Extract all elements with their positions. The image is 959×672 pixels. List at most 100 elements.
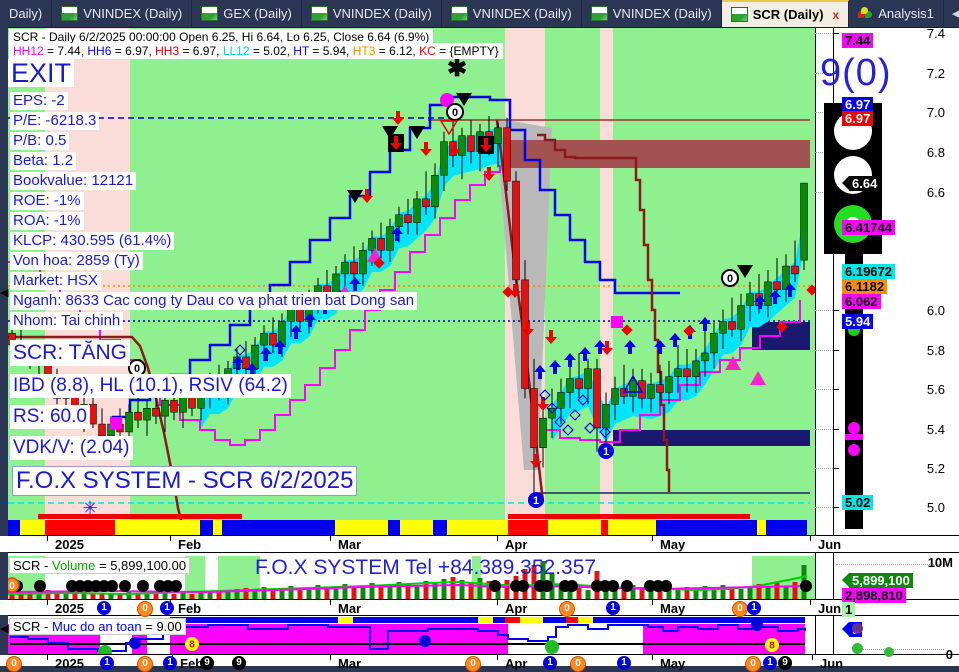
volume-bar: [405, 584, 411, 599]
info-row: ROE: -1%: [10, 192, 84, 210]
tab-gex-daily-[interactable]: GEX (Daily): [192, 0, 302, 27]
circled-number-1: 1: [763, 656, 777, 670]
info-row: P/E: -6218.3: [10, 112, 100, 130]
candle-body: [431, 174, 439, 208]
circled-number-1: 1: [163, 656, 177, 670]
signal-strip-segment: [601, 520, 608, 535]
tab-close-icon[interactable]: x: [832, 7, 840, 22]
red-diamond-icon: [621, 324, 633, 336]
text-segment: = 6.97,: [179, 44, 223, 58]
price-tick-dots: [815, 389, 833, 390]
candle-body: [170, 400, 178, 413]
main-price-chart[interactable]: ✱ 0 0 0 1 1 ✳: [8, 28, 815, 535]
date-axis-safety[interactable]: 2025 Feb Mar Apr May Jun 0 1 0 1 9 9 0 1 0 1 0 1 9: [0, 655, 959, 672]
candle-body: [584, 368, 592, 389]
signal-strip-segment: [115, 520, 200, 535]
asterisk-marker-icon: ✱: [447, 55, 467, 82]
signal-strip-segment: [400, 520, 433, 535]
volume-bar: [81, 592, 87, 599]
red-down-arrow-icon: [601, 341, 613, 355]
volume-bar: [369, 583, 375, 599]
volume-bar: [621, 590, 627, 599]
tab-vnindex-daily-[interactable]: VNINDEX (Daily): [302, 0, 442, 27]
safety-month-label: 2025: [55, 656, 84, 671]
tab-vnindex-daily-[interactable]: VNINDEX (Daily): [442, 0, 582, 27]
tab-daily-[interactable]: Daily): [0, 0, 53, 27]
tab-analysis1[interactable]: Analysis1: [849, 0, 944, 27]
window-bottom-border: [0, 666, 959, 672]
blue-up-arrow-icon: [534, 365, 546, 379]
volume-bar: [648, 589, 654, 599]
volume-bar: [396, 582, 402, 599]
volume-bar: [387, 586, 393, 599]
volume-bar: [243, 588, 249, 599]
tab-label: SCR (Daily): [752, 7, 824, 22]
blue-diamond-icon: [546, 402, 558, 414]
chart-tab-icon: [201, 6, 219, 21]
price-tick-dots: [815, 507, 833, 508]
red-signal-bar: [508, 514, 750, 519]
tab-label: VNINDEX (Daily): [612, 6, 712, 21]
candle-body: [467, 135, 475, 152]
volume-bar: [261, 587, 267, 599]
volume-level-label: 1: [842, 602, 856, 617]
rs-label: RS: 60.0: [10, 405, 90, 429]
safety-strip-segment: [566, 617, 578, 623]
candle-body: [143, 408, 151, 421]
tab-nav-arrow[interactable]: ◀: [951, 8, 959, 20]
candle-body: [260, 332, 268, 346]
black-down-triangle-icon: [456, 93, 472, 106]
magenta-up-triangle-icon: [750, 371, 766, 385]
circled-eight-text: 8: [769, 641, 775, 652]
volume-bar: [459, 580, 465, 599]
candle-body: [575, 378, 583, 389]
circled-number-0: 0: [6, 656, 22, 672]
main-month-label: Mar: [338, 537, 362, 552]
price-level-label: 6.062: [842, 294, 881, 309]
candle-body: [530, 388, 538, 448]
safety-strip-segment: [493, 617, 505, 623]
volume-bar: [54, 592, 60, 599]
date-axis-main[interactable]: 2025 Feb Mar Apr May Jun: [0, 536, 959, 552]
safety-strip-segment: [478, 617, 493, 623]
volume-month-label: 2025: [55, 601, 84, 616]
tab-vnindex-daily-[interactable]: VNINDEX (Daily): [582, 0, 722, 27]
axis-tick: [652, 600, 653, 605]
candle-body: [791, 265, 799, 275]
price-tick-label: 5.2: [926, 461, 945, 476]
candle-body: [98, 423, 106, 437]
chart-title: SCR - Daily 6/2/2025 00:00:00 Open 6.25,…: [9, 29, 434, 45]
candle-body: [728, 321, 736, 330]
signal-strip-segment: [656, 520, 757, 535]
main-month-label: Feb: [178, 537, 202, 552]
candle-body: [368, 238, 376, 251]
volume-bar: [99, 594, 105, 599]
info-row: Nganh: 8633 Cac cong ty Dau co va phat t…: [10, 292, 418, 310]
red-down-arrow-icon: [480, 138, 492, 152]
volume-chart[interactable]: 0: [8, 556, 815, 599]
red-signal-bar: [38, 514, 242, 519]
price-tick-label: 5.8: [926, 343, 945, 358]
date-axis-volume[interactable]: 2025 Feb Mar Apr May Jun 1 0 1 0 1 0 1: [0, 600, 959, 617]
snowflake-marker-icon: ✳: [82, 498, 97, 518]
volume-bar: [567, 589, 573, 599]
volume-bar: [720, 585, 726, 599]
scroll-left-marker[interactable]: ◀: [0, 287, 9, 299]
tab-scr-daily-[interactable]: SCR (Daily) x: [721, 0, 850, 27]
candle-body: [773, 281, 781, 291]
candle-body: [737, 305, 745, 330]
candle-body: [188, 396, 196, 409]
volume-ma-magenta: [8, 583, 808, 594]
candle-body: [413, 198, 421, 223]
blue-diamond-icon: [599, 426, 611, 438]
candle-body: [557, 392, 565, 409]
volume-bar: [360, 587, 366, 599]
black-dot-marker: [106, 580, 118, 592]
vdk-label: VDK/V: (2.04): [10, 436, 133, 460]
safety-level-label: 0: [945, 647, 953, 662]
axis-tick: [47, 600, 48, 605]
scroll-left-marker2[interactable]: ◀: [0, 623, 9, 635]
circled-zero-text: 0: [727, 273, 733, 285]
text-segment: = 6.12,: [375, 44, 420, 58]
tab-vnindex-daily-[interactable]: VNINDEX (Daily): [52, 0, 193, 27]
